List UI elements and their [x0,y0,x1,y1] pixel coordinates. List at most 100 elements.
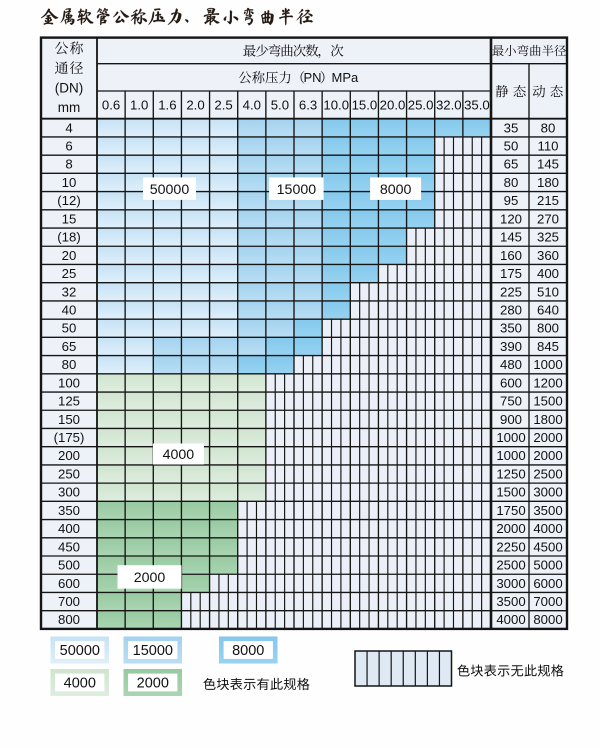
svg-text:65: 65 [504,157,519,172]
svg-text:20.0: 20.0 [380,98,406,113]
svg-text:500: 500 [58,558,80,573]
svg-text:2000: 2000 [496,521,525,536]
svg-text:845: 845 [537,339,559,354]
svg-text:175: 175 [500,266,522,281]
svg-text:100: 100 [58,375,80,390]
svg-text:8: 8 [65,157,72,172]
svg-text:8000: 8000 [232,643,264,659]
svg-text:300: 300 [58,485,80,500]
svg-text:250: 250 [58,467,80,482]
svg-text:800: 800 [58,612,80,627]
svg-text:2000: 2000 [533,448,562,463]
svg-text:350: 350 [500,321,522,336]
svg-text:35.0: 35.0 [464,98,490,113]
svg-text:3500: 3500 [533,503,562,518]
svg-text:2250: 2250 [496,539,525,554]
svg-text:10: 10 [62,175,77,190]
svg-text:700: 700 [58,594,80,609]
svg-text:(12): (12) [57,193,80,208]
svg-text:3000: 3000 [533,485,562,500]
svg-text:510: 510 [537,284,559,299]
svg-text:6000: 6000 [533,576,562,591]
svg-text:400: 400 [537,266,559,281]
svg-text:180: 180 [537,175,559,190]
svg-text:2000: 2000 [137,676,169,692]
svg-text:1000: 1000 [496,448,525,463]
svg-text:900: 900 [500,412,522,427]
svg-text:3000: 3000 [496,576,525,591]
svg-text:2.5: 2.5 [214,98,232,113]
svg-text:145: 145 [500,230,522,245]
svg-text:4000: 4000 [64,676,96,692]
svg-text:1200: 1200 [533,375,562,390]
svg-text:200: 200 [58,448,80,463]
svg-text:80: 80 [504,175,519,190]
svg-text:5.0: 5.0 [271,98,289,113]
svg-text:15.0: 15.0 [352,98,378,113]
svg-text:35: 35 [504,120,519,135]
svg-text:50: 50 [504,139,519,154]
svg-text:6.3: 6.3 [299,98,317,113]
svg-text:20: 20 [62,248,77,263]
svg-text:110: 110 [537,139,558,154]
svg-text:600: 600 [58,576,80,591]
svg-text:0.6: 0.6 [102,98,120,113]
svg-text:2.0: 2.0 [186,98,204,113]
svg-text:25: 25 [62,266,77,281]
svg-text:(DN): (DN) [55,81,84,96]
svg-text:50000: 50000 [60,643,100,659]
svg-text:MPa: MPa [332,70,360,85]
svg-text:1250: 1250 [496,467,525,482]
svg-text:4000: 4000 [533,521,562,536]
svg-text:32.0: 32.0 [436,98,462,113]
svg-text:400: 400 [58,521,80,536]
svg-text:25.0: 25.0 [408,98,434,113]
svg-text:360: 360 [537,248,559,263]
svg-text:125: 125 [58,394,80,409]
svg-text:350: 350 [58,503,80,518]
svg-text:750: 750 [500,394,522,409]
svg-text:1000: 1000 [496,430,525,445]
svg-text:32: 32 [62,284,77,299]
svg-text:4000: 4000 [163,447,195,463]
svg-text:480: 480 [500,357,522,372]
svg-text:(18): (18) [57,230,80,245]
svg-text:50000: 50000 [150,182,190,198]
svg-text:80: 80 [62,357,77,372]
svg-text:4: 4 [65,120,72,135]
svg-text:80: 80 [541,120,556,135]
svg-text:145: 145 [537,157,559,172]
svg-text:270: 270 [537,211,559,226]
svg-text:2500: 2500 [533,467,562,482]
svg-text:600: 600 [500,375,522,390]
svg-text:PN: PN [303,70,321,85]
svg-text:15000: 15000 [277,182,317,198]
svg-text:1.0: 1.0 [130,98,148,113]
svg-text:5000: 5000 [533,558,562,573]
svg-text:mm: mm [58,100,81,115]
svg-text:50: 50 [62,321,77,336]
svg-text:95: 95 [504,193,519,208]
svg-text:15: 15 [62,211,77,226]
svg-text:1500: 1500 [533,394,562,409]
svg-text:450: 450 [58,539,80,554]
svg-text:1750: 1750 [496,503,525,518]
svg-text:1.6: 1.6 [158,98,176,113]
svg-text:8000: 8000 [533,612,562,627]
svg-text:40: 40 [62,303,77,318]
svg-text:120: 120 [500,211,522,226]
svg-text:10.0: 10.0 [323,98,349,113]
svg-text:6: 6 [65,139,72,154]
svg-text:4500: 4500 [533,539,562,554]
svg-text:8000: 8000 [380,182,412,198]
svg-text:160: 160 [500,248,522,263]
svg-text:(175): (175) [54,430,85,445]
svg-text:1500: 1500 [496,485,525,500]
svg-text:150: 150 [58,412,80,427]
svg-text:1800: 1800 [533,412,562,427]
svg-text:640: 640 [537,303,559,318]
svg-text:280: 280 [500,303,522,318]
svg-text:3500: 3500 [496,594,525,609]
svg-text:65: 65 [62,339,77,354]
svg-text:800: 800 [537,321,559,336]
